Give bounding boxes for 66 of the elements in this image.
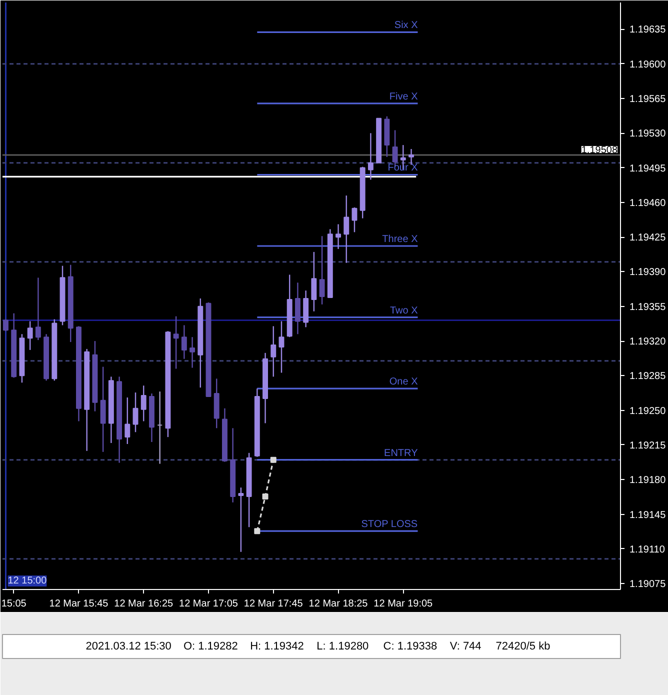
y-tick-label: 1.19145 (630, 510, 666, 521)
candlestick (27, 320, 33, 351)
x-tick-label: 15:05 (1, 598, 27, 610)
series-label: Five X (389, 91, 418, 102)
series-label: Three X (382, 234, 418, 246)
candlestick (336, 224, 341, 250)
series-label: One X (389, 376, 418, 388)
candlestick (408, 148, 414, 166)
x-tick-label: 12 Mar 19:05 (374, 598, 434, 610)
point (254, 528, 260, 534)
text: L: 1.19280 (316, 640, 369, 652)
ref-line-label: 12 15:00 (8, 576, 48, 586)
candlestick (303, 290, 309, 328)
series-label: STOP LOSS (361, 519, 418, 530)
y-tick-label: 1.19495 (630, 163, 666, 174)
candlestick (124, 396, 130, 445)
text: V: 744 (450, 640, 482, 652)
candlestick (190, 336, 196, 368)
series-label: Two X (390, 305, 418, 316)
y-tick-label: 1.19110 (630, 544, 666, 556)
y-tick-label: 1.19390 (630, 267, 666, 278)
candlestick (173, 316, 179, 370)
x-tick-label: 12 Mar 15:45 (49, 598, 109, 610)
y-tick-label: 1.19215 (630, 440, 666, 452)
candlestick (35, 277, 41, 341)
point (262, 493, 268, 500)
x-tick-label: 12 Mar 18:25 (308, 598, 368, 610)
candlestick (140, 384, 146, 422)
series-label: Four X (388, 162, 418, 174)
candlestick (3, 318, 8, 332)
text: H: 1.19342 (250, 640, 304, 652)
y-tick-label: 1.19180 (630, 475, 666, 486)
y-tick-label: 1.19250 (630, 406, 666, 417)
series-label: ENTRY (384, 448, 418, 459)
x-tick-label: 12 Mar 17:45 (244, 598, 304, 610)
y-tick-label: 1.19460 (630, 198, 666, 209)
x-tick-label: 12 Mar 17:05 (179, 598, 238, 610)
candlestick (181, 324, 187, 360)
candlestick (344, 194, 350, 264)
y-tick-label: 1.19635 (630, 24, 666, 36)
ref-line-label: 1.19508 (581, 144, 618, 156)
text: 2021.03.12 15:30 (86, 640, 172, 652)
y-tick-label: 1.19075 (630, 579, 666, 590)
y-tick-label: 1.19565 (630, 94, 666, 106)
text: O: 1.19282 (183, 640, 238, 652)
candlestick (294, 282, 300, 335)
y-tick-label: 1.19285 (630, 371, 666, 382)
y-tick-label: 1.19355 (630, 302, 666, 313)
candlestick (100, 366, 106, 453)
candlestick (368, 132, 374, 180)
candlestick (352, 206, 358, 233)
x-tick-label: 12 Mar 16:25 (114, 598, 174, 610)
candlestick (319, 236, 325, 306)
y-tick-label: 1.19425 (630, 232, 666, 244)
y-tick-label: 1.19320 (630, 336, 666, 348)
point (270, 456, 276, 463)
text: C: 1.19338 (383, 640, 438, 652)
y-tick-label: 1.19600 (630, 59, 666, 70)
candlestick (278, 320, 284, 374)
candlestick (311, 251, 317, 312)
candlestick (270, 326, 276, 378)
candlestick (132, 392, 138, 433)
y-tick-label: 1.19530 (630, 128, 666, 140)
text: 72420/5 kb (496, 640, 550, 652)
candlestick (238, 486, 244, 552)
series-label: Six X (394, 20, 418, 32)
